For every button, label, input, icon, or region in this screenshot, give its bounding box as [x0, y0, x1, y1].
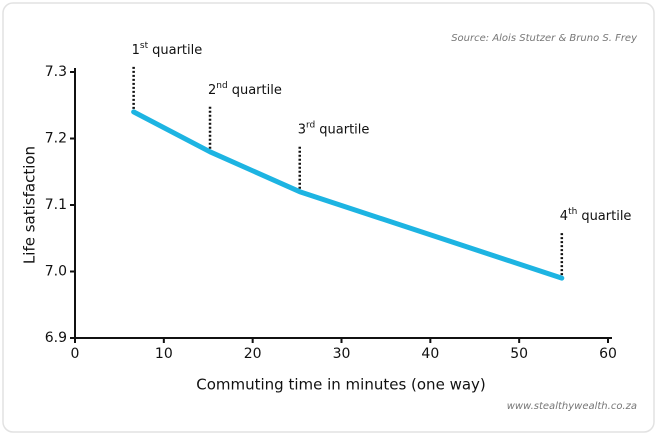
y-tick-label: 7.1: [45, 197, 67, 213]
y-tick-label: 7.0: [45, 264, 67, 280]
x-axis-title: Commuting time in minutes (one way): [196, 376, 486, 394]
quartile-text: quartile: [581, 209, 631, 224]
quartile-label: 3rd quartile: [298, 120, 370, 137]
y-tick-label: 6.9: [45, 330, 67, 346]
x-tick-label: 10: [155, 346, 173, 362]
quartile-suffix: st: [140, 40, 149, 50]
data-line: [131, 109, 565, 281]
quartile-text: quartile: [232, 82, 282, 97]
quartile-text: quartile: [319, 122, 369, 137]
quartile-label: 4th quartile: [560, 207, 632, 224]
x-tick-label: 30: [333, 346, 351, 362]
quartile-label: 1st quartile: [132, 40, 203, 57]
quartile-number: 3: [298, 122, 306, 137]
y-tick-label: 7.3: [45, 64, 67, 80]
x-tick-label: 20: [244, 346, 262, 362]
x-tick-label: 0: [71, 346, 80, 362]
y-axis-title: Life satisfaction: [21, 146, 39, 264]
quartile-number: 1: [132, 42, 140, 57]
quartile-suffix: th: [568, 207, 577, 217]
quartile-suffix: rd: [306, 120, 315, 130]
quartile-number: 2: [208, 82, 216, 97]
source: Source: Alois Stutzer & Bruno S. Frey: [451, 33, 638, 44]
quartile-number: 4: [560, 209, 568, 224]
quartile-label: 2nd quartile: [208, 80, 282, 97]
quartile-text: quartile: [152, 42, 202, 57]
quartile-suffix: nd: [216, 80, 227, 90]
y-tick-label: 7.2: [45, 131, 67, 147]
x-tick-label: 40: [421, 346, 439, 362]
x-tick-label: 60: [599, 346, 617, 362]
x-tick-label: 50: [510, 346, 528, 362]
watermark: www.stealthywealth.co.za: [507, 401, 637, 412]
